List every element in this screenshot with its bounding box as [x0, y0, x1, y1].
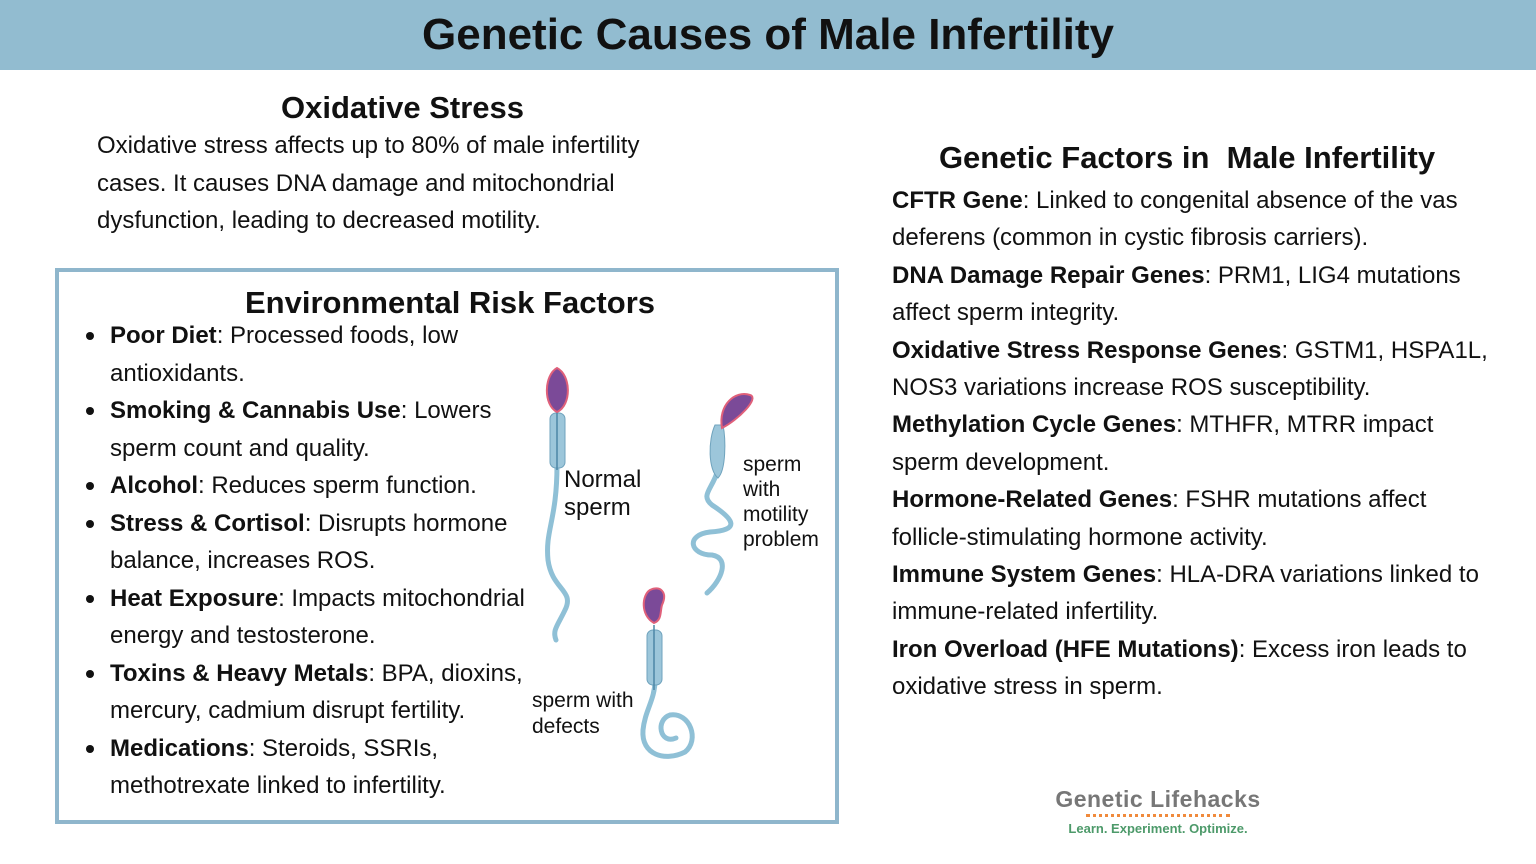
label-line: motility: [743, 503, 809, 526]
item-term: Hormone-Related Genes: [892, 486, 1173, 514]
item-term: Iron Overload (HFE Mutations): [892, 635, 1239, 663]
label-line: defects: [532, 715, 600, 738]
item-desc: : PRM1, LIG4 mutations affect sperm inte…: [892, 261, 1461, 327]
logo-divider: [1086, 814, 1230, 820]
label-line: sperm: [743, 453, 802, 476]
item-desc: : Linked to congenital absence of the va…: [892, 187, 1458, 252]
item-term: Oxidative Stress Response Genes: [892, 336, 1282, 364]
item-desc: : Disrupts hormone balance, increases RO…: [110, 509, 508, 575]
logo-tagline: Learn. Experiment. Optimize.: [1068, 821, 1248, 836]
motility-sperm-label: sperm with motility problem: [743, 452, 819, 552]
list-item: Stress & Cortisol: Disrupts hormone bala…: [86, 505, 555, 580]
label-line: sperm with: [532, 689, 634, 712]
genetic-lifehacks-logo: Genetic Lifehacks Learn. Experiment. Opt…: [1046, 786, 1270, 836]
list-item: Smoking & Cannabis Use: Lowers sperm cou…: [86, 392, 555, 467]
list-item: Methylation Cycle Genes: MTHFR, MTRR imp…: [892, 406, 1504, 481]
item-desc: : GSTM1, HSPA1L, NOS3 variations increas…: [892, 336, 1488, 402]
list-item: Alcohol: Reduces sperm function.: [86, 467, 555, 505]
item-term: Medications: [110, 734, 249, 762]
item-term: Stress & Cortisol: [110, 509, 305, 537]
environmental-title: Environmental Risk Factors: [244, 285, 655, 320]
label-line: sperm: [564, 494, 631, 521]
item-desc: : FSHR mutations affect follicle-stimula…: [892, 486, 1427, 551]
item-desc: : Reduces sperm function.: [198, 472, 477, 499]
list-item: CFTR Gene: Linked to congenital absence …: [892, 182, 1504, 257]
item-desc: : Steroids, SSRIs, methotrexate linked t…: [110, 734, 446, 800]
list-item: Poor Diet: Processed foods, low antioxid…: [86, 317, 555, 392]
item-term: Immune System Genes: [892, 561, 1157, 589]
item-desc: : Lowers sperm count and quality.: [110, 397, 492, 462]
item-term: Poor Diet: [110, 322, 217, 349]
list-item: DNA Damage Repair Genes: PRM1, LIG4 muta…: [892, 257, 1504, 332]
item-desc: : Excess iron leads to oxidative stress …: [892, 635, 1467, 701]
item-desc: : Impacts mitochondrial energy and testo…: [110, 584, 525, 650]
list-item: Medications: Steroids, SSRIs, methotrexa…: [86, 730, 555, 805]
item-desc: : Processed foods, low antioxidants.: [110, 322, 459, 387]
label-line: problem: [743, 528, 819, 551]
list-item: Iron Overload (HFE Mutations): Excess ir…: [892, 631, 1504, 706]
list-item: Immune System Genes: HLA-DRA variations …: [892, 556, 1504, 631]
logo-name: Genetic Lifehacks: [1055, 786, 1261, 812]
header-banner: Genetic Causes of Male Infertility: [0, 0, 1536, 70]
page-title: Genetic Causes of Male Infertility: [422, 10, 1114, 59]
item-desc: : HLA-DRA variations linked to immune-re…: [892, 561, 1479, 626]
item-term: Heat Exposure: [110, 584, 279, 612]
oxidative-stress-text: Oxidative stress affects up to 80% of ma…: [97, 132, 640, 234]
item-term: CFTR Gene: [892, 187, 1023, 214]
environmental-risk-box: Environmental Risk Factors Poor Diet: Pr…: [55, 268, 839, 824]
list-item: Heat Exposure: Impacts mitochondrial ene…: [86, 580, 555, 655]
genetic-factors-list: CFTR Gene: Linked to congenital absence …: [892, 182, 1504, 706]
item-term: Toxins & Heavy Metals: [110, 659, 369, 687]
list-item: Hormone-Related Genes: FSHR mutations af…: [892, 481, 1504, 556]
item-term: Alcohol: [110, 472, 198, 499]
label-line: with: [743, 478, 781, 501]
defects-sperm-label: sperm with defects: [532, 688, 634, 740]
item-term: Methylation Cycle Genes: [892, 411, 1177, 439]
list-item: Toxins & Heavy Metals: BPA, dioxins, mer…: [86, 655, 555, 730]
label-line: Normal: [564, 466, 642, 493]
genetic-factors-title: Genetic Factors in Male Infertility: [938, 140, 1436, 175]
normal-sperm: [545, 366, 570, 643]
oxidative-stress-title: Oxidative Stress: [281, 90, 524, 125]
environmental-list: Poor Diet: Processed foods, low antioxid…: [86, 317, 555, 805]
item-desc: : BPA, dioxins, mercury, cadmium disrupt…: [110, 659, 523, 725]
item-term: Smoking & Cannabis Use: [110, 397, 401, 424]
list-item: Oxidative Stress Response Genes: GSTM1, …: [892, 332, 1504, 407]
motility-problem-sperm: [690, 393, 754, 596]
item-term: DNA Damage Repair Genes: [892, 261, 1205, 289]
defective-sperm: [640, 587, 695, 759]
item-desc: : MTHFR, MTRR impact sperm development.: [892, 411, 1434, 476]
normal-sperm-label: Normal sperm: [564, 466, 641, 522]
